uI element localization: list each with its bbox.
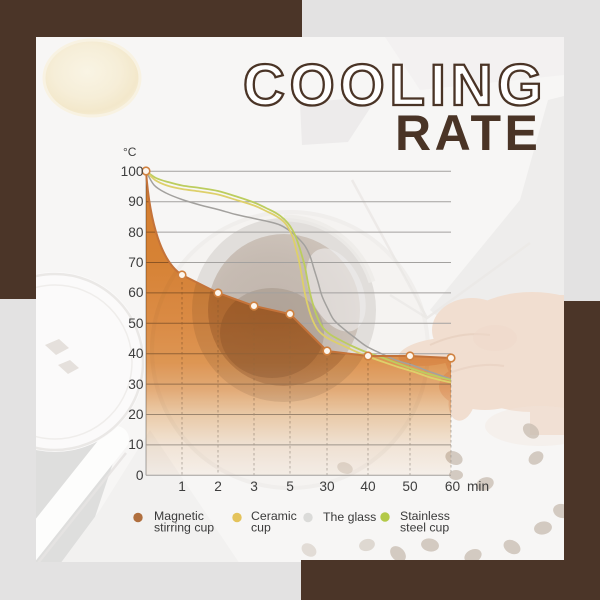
svg-text:Magnetic: Magnetic — [154, 509, 204, 523]
svg-text:3: 3 — [250, 479, 258, 494]
svg-text:0: 0 — [136, 468, 144, 483]
svg-text:steel cup: steel cup — [400, 521, 449, 535]
svg-text:50: 50 — [402, 479, 418, 494]
svg-text:30: 30 — [319, 479, 335, 494]
svg-text:70: 70 — [128, 255, 144, 270]
svg-text:60: 60 — [128, 285, 144, 300]
svg-text:5: 5 — [286, 479, 294, 494]
svg-text:The glass: The glass — [323, 510, 376, 524]
svg-text:100: 100 — [121, 164, 144, 179]
svg-text:RATE: RATE — [395, 105, 541, 161]
svg-text:Ceramic: Ceramic — [251, 509, 297, 523]
svg-text:60: 60 — [445, 479, 461, 494]
svg-text:10: 10 — [128, 437, 144, 452]
svg-text:90: 90 — [128, 194, 144, 209]
svg-text:Stainless: Stainless — [400, 509, 450, 523]
svg-text:stirring cup: stirring cup — [154, 521, 214, 535]
svg-text:min: min — [467, 479, 489, 494]
svg-text:40: 40 — [360, 479, 376, 494]
svg-text:1: 1 — [178, 479, 186, 494]
svg-text:cup: cup — [251, 521, 271, 535]
svg-text:30: 30 — [128, 377, 144, 392]
svg-text:20: 20 — [128, 407, 144, 422]
svg-text:°C: °C — [123, 145, 137, 159]
svg-text:50: 50 — [128, 316, 144, 331]
svg-text:80: 80 — [128, 225, 144, 240]
svg-text:COOLING: COOLING — [243, 53, 547, 118]
svg-text:40: 40 — [128, 346, 144, 361]
svg-text:2: 2 — [214, 479, 222, 494]
